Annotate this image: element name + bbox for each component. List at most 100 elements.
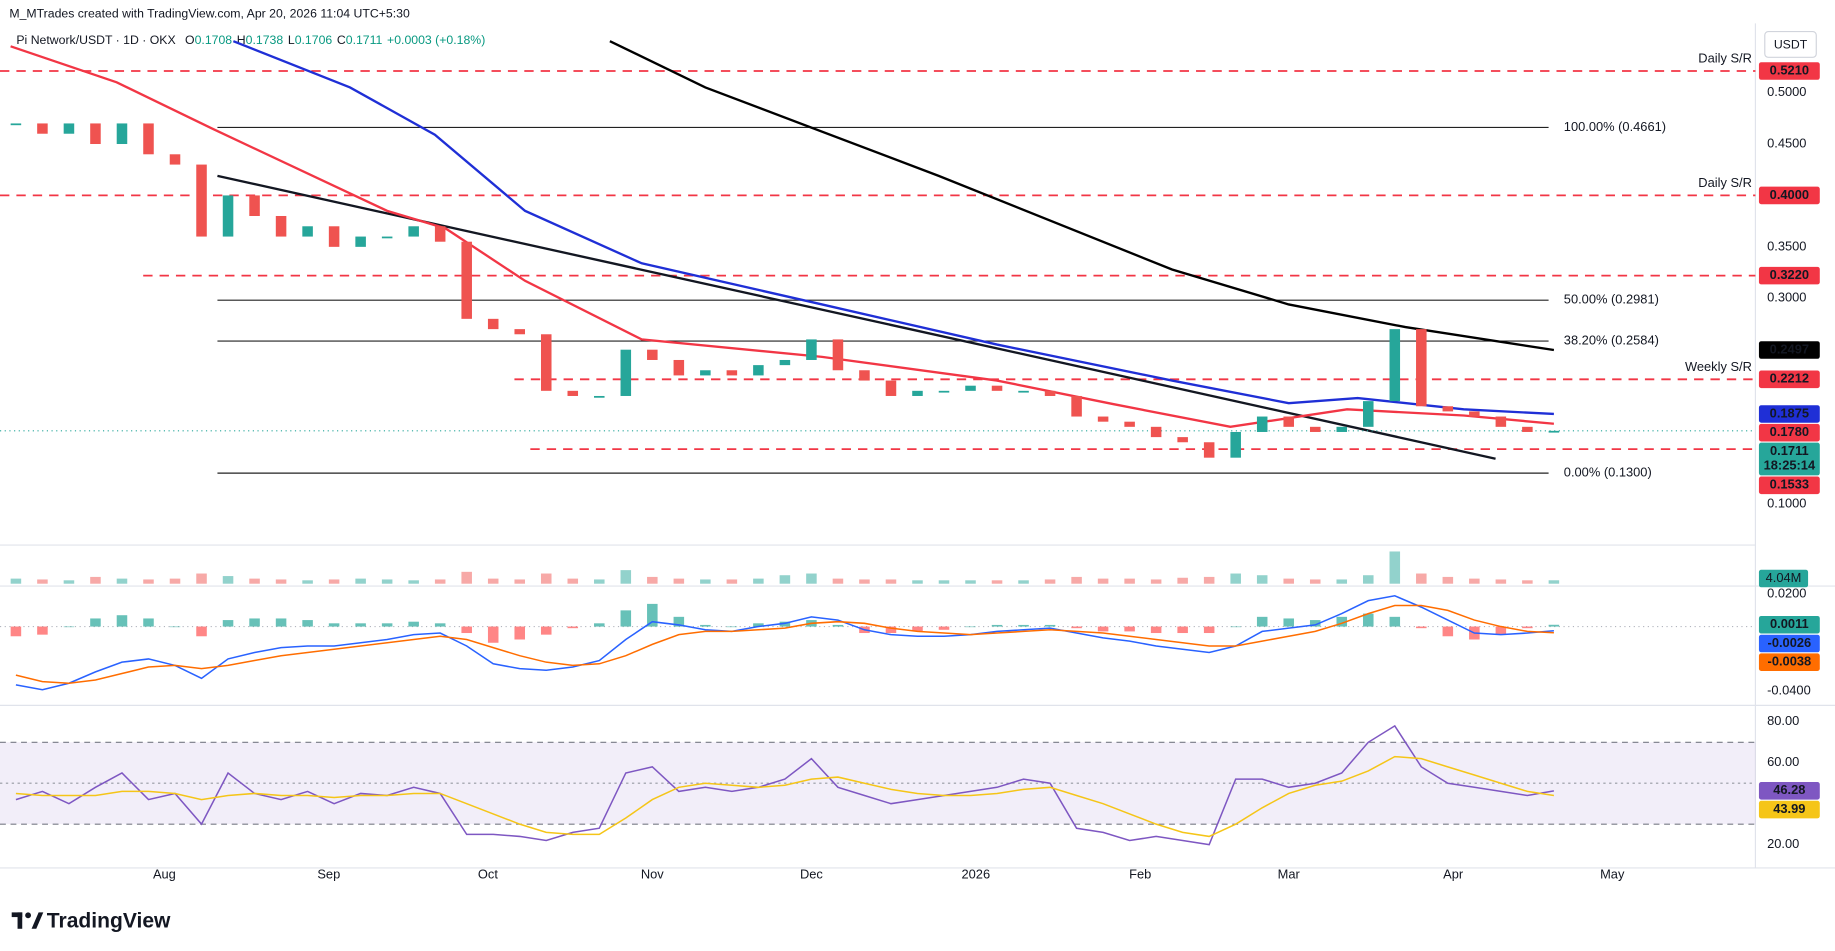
candle — [1548, 430, 1560, 433]
ma-price-label: 0.1780 — [1770, 424, 1809, 439]
last-price-label-box — [1758, 442, 1820, 476]
volume-bar — [1469, 578, 1480, 584]
macd-histogram-label: 0.0011 — [1770, 616, 1809, 631]
volume-bar — [965, 580, 976, 584]
ohlc-label: H — [237, 33, 246, 47]
volume-bar — [1071, 576, 1082, 584]
currency: USDT — [1774, 37, 1808, 51]
candle — [302, 226, 313, 237]
x-tick-label: Nov — [641, 866, 664, 881]
candle — [991, 385, 1003, 391]
change: +0.0003 (+0.18%) — [387, 33, 485, 47]
ma-price-label-box — [1758, 405, 1820, 423]
macd-histogram-bar — [1495, 626, 1507, 635]
macd-line — [15, 595, 1554, 691]
macd-histogram-bar — [938, 626, 950, 630]
macd-histogram-bar — [1522, 626, 1533, 629]
candle — [1522, 426, 1533, 432]
y-tick-label: 0.3000 — [1767, 290, 1806, 305]
macd-histogram-bar — [594, 623, 605, 627]
x-tick-label: Sep — [317, 866, 340, 881]
volume-bar — [222, 576, 234, 584]
candle — [1309, 426, 1321, 432]
macd-histogram-bar — [965, 626, 976, 628]
ohlc-value: 0.1711 — [346, 33, 383, 47]
moving-average — [609, 40, 1555, 352]
candle — [275, 215, 287, 237]
candle — [1018, 390, 1029, 393]
macd-histogram-bar — [222, 620, 234, 627]
level-price-label: 0.4000 — [1770, 187, 1809, 202]
x-tick-label: Oct — [478, 866, 498, 881]
macd-histogram-bar — [63, 626, 75, 628]
volume-bar — [1256, 575, 1268, 584]
y-tick-label: 0.4500 — [1767, 135, 1806, 150]
candle — [249, 195, 260, 216]
candle — [700, 370, 711, 376]
volume-bar — [275, 579, 287, 584]
candle — [859, 370, 870, 381]
symbol: Pi Network/USDT · 1D · OKX — [16, 33, 175, 47]
volume-bar — [408, 580, 419, 584]
macd-histogram-bar — [1283, 618, 1294, 627]
level-text: Daily S/R — [1698, 175, 1752, 190]
macd-histogram-bar — [885, 626, 897, 634]
symbol-legend: Pi Network/USDT · 1D · OKX O0.1708 H0.1738… — [16, 33, 485, 47]
macd-histogram-bar — [196, 626, 207, 637]
x-tick-label: Feb — [1129, 866, 1151, 881]
x-tick-label: Mar — [1278, 866, 1301, 881]
volume-bar — [1124, 578, 1135, 584]
volume-bar — [594, 579, 605, 584]
macd-histogram-bar — [328, 623, 340, 627]
volume-bar — [673, 578, 685, 584]
volume-bar — [37, 579, 48, 584]
macd-histogram-bar — [1442, 626, 1454, 637]
macd-histogram-bar — [1256, 616, 1268, 627]
level-text: Daily S/R — [1698, 51, 1752, 66]
volume-bar — [514, 579, 525, 584]
candle — [408, 226, 419, 237]
volume-label-box — [1758, 569, 1809, 588]
volume-bar — [726, 579, 738, 584]
macd-histogram-bar — [90, 618, 101, 627]
candle — [1442, 406, 1454, 412]
x-tick-label: Aug — [153, 866, 176, 881]
moving-average — [232, 40, 1554, 416]
macd-histogram-bar — [647, 603, 658, 627]
logo-shape — [31, 912, 44, 929]
candle — [461, 241, 472, 319]
fib-label: 50.00% (0.2981) — [1564, 292, 1659, 307]
y-tick-label: 0.1000 — [1767, 495, 1806, 510]
candle — [647, 349, 658, 360]
volume-bar — [1018, 580, 1029, 584]
candle — [90, 123, 101, 145]
candle — [116, 123, 128, 145]
volume-bar — [249, 578, 260, 584]
volume-bar — [885, 579, 897, 584]
candle — [355, 236, 366, 247]
rsi-label: 43.99 — [1773, 801, 1805, 816]
rsi-label-box — [1758, 782, 1820, 800]
macd-histogram-bar — [673, 616, 685, 627]
macd-line — [15, 604, 1554, 684]
volume-bar — [355, 578, 366, 584]
volume-bar — [1150, 579, 1162, 584]
ma-price-label: 0.2497 — [1770, 341, 1809, 356]
volume-bar — [1389, 551, 1401, 584]
ohlc-value: 0.1706 — [295, 33, 333, 47]
macd-histogram-bar — [381, 623, 393, 627]
y-tick-label: 80.00 — [1767, 713, 1799, 728]
candle — [594, 395, 605, 398]
level-price-label-box — [1758, 62, 1820, 80]
volume-bar — [1283, 578, 1294, 584]
macd-histogram-bar — [1203, 626, 1215, 634]
macd-histogram-bar — [434, 623, 446, 627]
candle — [779, 359, 791, 366]
ohlc-label: O — [185, 33, 195, 47]
macd-histogram-bar — [700, 624, 711, 627]
level-price-label-box — [1758, 370, 1820, 389]
volume-bar — [806, 573, 817, 584]
macd-histogram-bar — [1416, 626, 1427, 629]
macd-histogram-bar — [302, 620, 313, 627]
